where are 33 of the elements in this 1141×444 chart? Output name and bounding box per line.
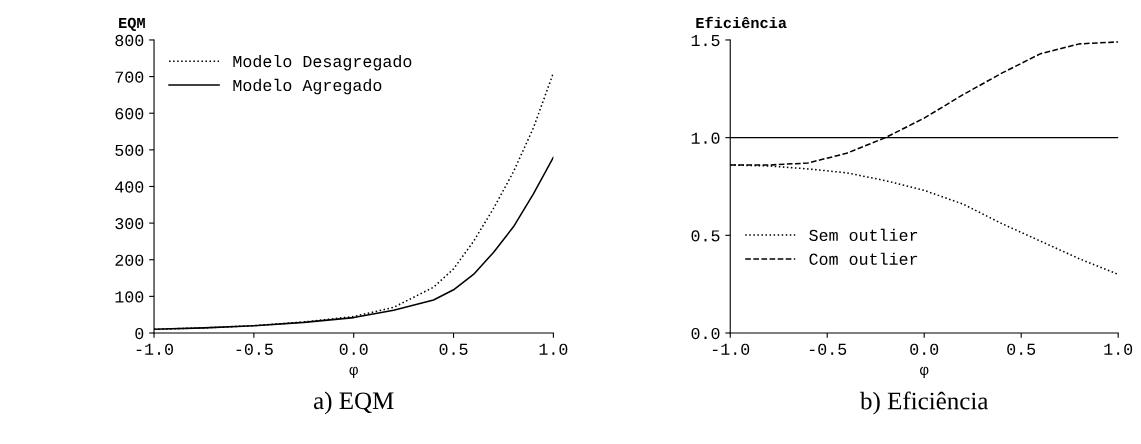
y-tick-label: 0.0 bbox=[691, 327, 720, 340]
y-tick-label: 200 bbox=[115, 254, 144, 266]
legend-label: Modelo Agregado bbox=[233, 78, 382, 95]
x-tick-label: 1.0 bbox=[1104, 343, 1133, 355]
y-tick-label: 300 bbox=[115, 218, 144, 230]
legend-label: Modelo Desagregado bbox=[233, 54, 412, 71]
x-tick-label: -0.5 bbox=[236, 343, 273, 355]
x-tick-label: 1.0 bbox=[539, 343, 568, 355]
y-tick-label: 0.5 bbox=[691, 230, 720, 242]
y-tick-label: 800 bbox=[115, 34, 144, 47]
x-tick-label: -1.0 bbox=[136, 343, 174, 355]
legend-label: Sem outlier bbox=[809, 228, 918, 242]
x-tick-label: 0.0 bbox=[339, 343, 368, 355]
x-axis-title: φ bbox=[920, 366, 929, 379]
y-tick-label: 500 bbox=[115, 144, 144, 157]
y-tick-label: 600 bbox=[115, 108, 144, 120]
y-axis-title: EQM bbox=[119, 17, 145, 31]
y-tick-label: 700 bbox=[115, 71, 144, 83]
x-axis-title: φ bbox=[349, 366, 358, 379]
x-tick-label: -0.5 bbox=[809, 343, 847, 355]
legend-label: Com outlier bbox=[809, 252, 918, 265]
x-tick-label: 0.5 bbox=[439, 343, 468, 355]
y-tick-label: 1.0 bbox=[691, 132, 720, 144]
y-tick-label: 0 bbox=[135, 327, 144, 340]
y-tick-label: 1.5 bbox=[691, 35, 720, 47]
text: b) Eficiência bbox=[860, 391, 989, 415]
text: a) EQM bbox=[313, 391, 394, 415]
x-tick-label: 0.5 bbox=[1007, 343, 1036, 355]
y-tick-label: 100 bbox=[115, 291, 144, 303]
y-axis-title: Eficiência bbox=[696, 16, 787, 29]
y-tick-label: 400 bbox=[115, 181, 144, 193]
x-tick-label: 0.0 bbox=[910, 343, 939, 355]
x-tick-label: -1.0 bbox=[712, 343, 750, 355]
